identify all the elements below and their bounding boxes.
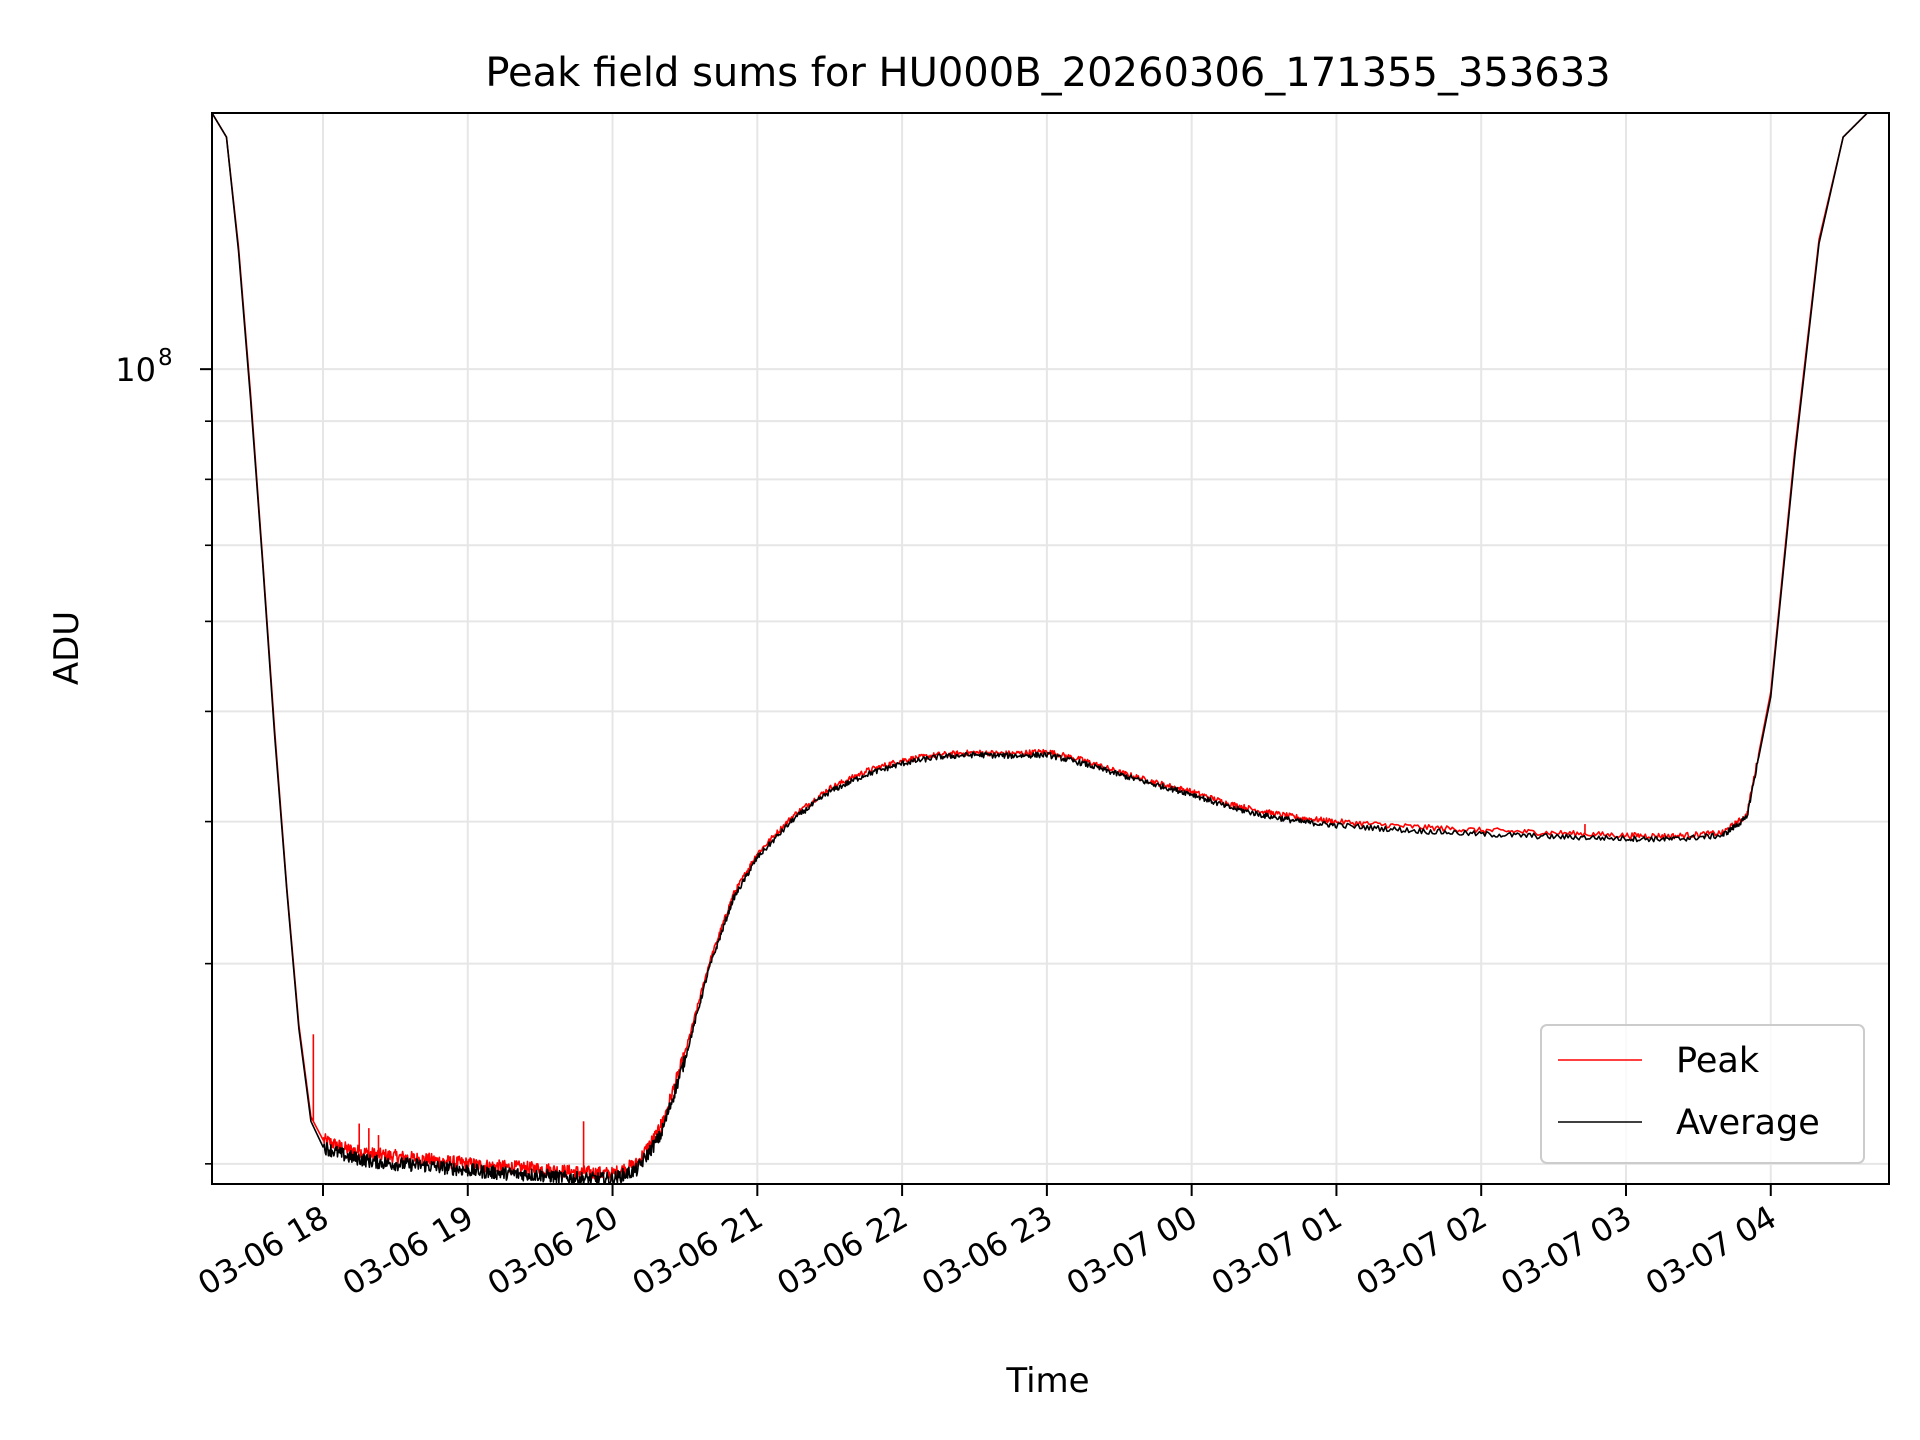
legend: Peak Average — [1540, 1024, 1865, 1164]
grid — [212, 113, 1889, 1184]
y-tick-label-base: 10 — [115, 351, 156, 389]
legend-average-label: Average — [1676, 1103, 1820, 1143]
series-layer — [212, 113, 1889, 1184]
y-axis-label: ADU — [47, 611, 87, 685]
plot-frame — [211, 112, 1890, 1185]
chart-title: Peak field sums for HU000B_20260306_1713… — [485, 50, 1610, 96]
legend-peak-label: Peak — [1676, 1041, 1760, 1081]
series-line-average — [212, 113, 1889, 1184]
y-tick-label-exponent: 8 — [158, 345, 173, 371]
series-line-peak — [212, 113, 1889, 1181]
x-axis-label: Time — [1005, 1361, 1089, 1401]
